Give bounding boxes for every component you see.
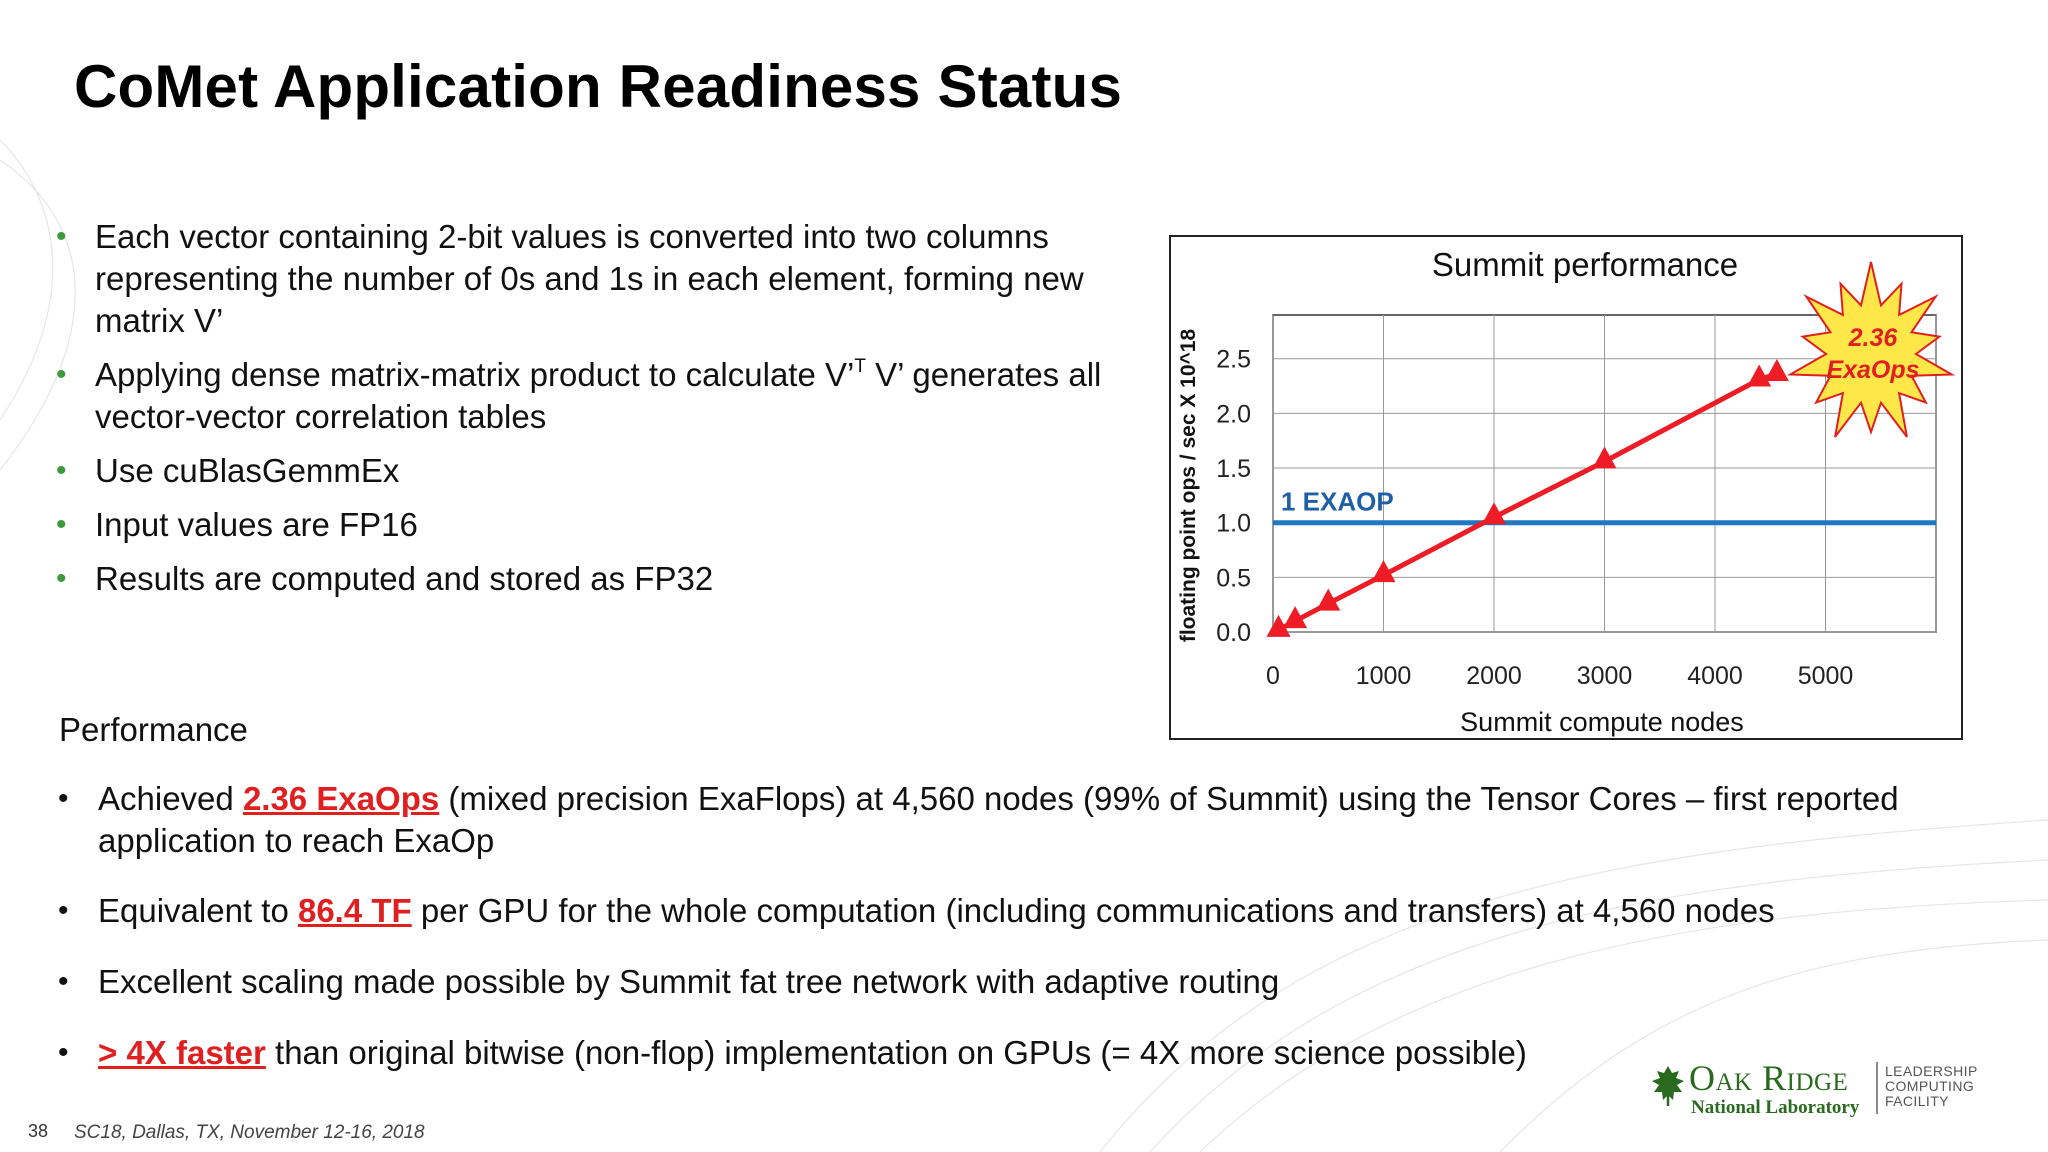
performance-heading: Performance: [59, 711, 248, 749]
oak-leaf-icon: [1649, 1064, 1687, 1108]
facility-text: LEADERSHIP COMPUTING FACILITY: [1885, 1064, 1978, 1109]
x-axis-label: Summit compute nodes: [1460, 707, 1744, 737]
bullet-item: • Equivalent to 86.4 TF per GPU for the …: [55, 890, 1935, 932]
slide-title: CoMet Application Readiness Status: [74, 52, 1122, 121]
logo-wordmark: Oak Ridge National Laboratory: [1689, 1058, 1859, 1118]
x-tick-label: 4000: [1687, 662, 1743, 690]
highlight-tf-per-gpu: 86.4 TF: [298, 892, 412, 929]
y-tick-label: 2.0: [1216, 400, 1251, 428]
footer-event: SC18, Dallas, TX, November 12-16, 2018: [74, 1122, 425, 1144]
bullet-text-pre: Applying dense matrix-matrix product to …: [95, 356, 854, 393]
bullet-text-post: than original bitwise (non-flop) impleme…: [266, 1034, 1527, 1071]
starburst-unit: ExaOps: [1826, 356, 1919, 384]
bullet-text: Excellent scaling made possible by Summi…: [98, 963, 1279, 1000]
chart-svg: 0 1000 2000 3000 4000 5000 0.0 0.5 1.0 1.5 2.0 2.5 S…: [1171, 237, 1961, 738]
facility-line: LEADERSHIP: [1885, 1064, 1978, 1079]
bullet-dot: •: [56, 558, 67, 600]
highlight-exaops: 2.36 ExaOps: [243, 780, 439, 817]
y-tick-label: 2.5: [1216, 346, 1251, 374]
y-tick-label: 1.0: [1216, 510, 1251, 538]
chart-title: Summit performance: [1432, 246, 1738, 283]
bullet-dot: •: [56, 354, 67, 396]
starburst-value: 2.36: [1848, 324, 1899, 352]
bullet-text: Each vector containing 2-bit values is c…: [95, 218, 1084, 339]
bullet-dot: •: [56, 216, 67, 258]
bullet-item: • Input values are FP16: [52, 504, 1142, 546]
bullet-dot: •: [56, 450, 67, 492]
bullet-item: • Use cuBlasGemmEx: [52, 450, 1142, 492]
x-tick-label: 1000: [1356, 662, 1412, 690]
x-tick-label: 0: [1266, 662, 1280, 690]
exaop-reference-label: 1 EXAOP: [1281, 487, 1394, 517]
facility-line: COMPUTING: [1885, 1079, 1978, 1094]
bullet-text-pre: Achieved: [98, 780, 243, 817]
bullet-text-post: per GPU for the whole computation (inclu…: [412, 892, 1775, 929]
x-tick-label: 5000: [1798, 662, 1854, 690]
y-axis-label: floating point ops / sec X 10^18: [1177, 329, 1200, 643]
x-tick-label: 2000: [1466, 662, 1522, 690]
bullet-item: • Results are computed and stored as FP3…: [52, 558, 1142, 600]
ornl-logo: Oak Ridge National Laboratory LEADERSHIP…: [1649, 1058, 1979, 1114]
bullet-dot: •: [58, 778, 69, 820]
bullet-dot: •: [56, 504, 67, 546]
bullet-text-pre: Equivalent to: [98, 892, 298, 929]
bullet-item: • Achieved 2.36 ExaOps (mixed precision …: [55, 778, 1935, 862]
facility-line: FACILITY: [1885, 1094, 1978, 1109]
slide-number: 38: [28, 1121, 48, 1142]
transpose-superscript: T: [854, 356, 866, 377]
bullet-text: Input values are FP16: [95, 506, 418, 543]
bullet-text: Results are computed and stored as FP32: [95, 560, 713, 597]
logo-divider: [1876, 1062, 1878, 1114]
bullet-dot: •: [58, 961, 69, 1003]
x-tick-label: 3000: [1577, 662, 1633, 690]
bullet-text: Use cuBlasGemmEx: [95, 452, 399, 489]
highlight-4x-faster: > 4X faster: [98, 1034, 266, 1071]
y-tick-label: 0.5: [1216, 564, 1251, 592]
y-tick-label: 0.0: [1216, 619, 1251, 647]
bullet-item: • Excellent scaling made possible by Sum…: [55, 961, 1935, 1003]
bullet-item: • Each vector containing 2-bit values is…: [52, 216, 1142, 342]
bullet-dot: •: [58, 890, 69, 932]
performance-bullet-list: • Achieved 2.36 ExaOps (mixed precision …: [55, 778, 1935, 1074]
summit-performance-chart: 0 1000 2000 3000 4000 5000 0.0 0.5 1.0 1.5 2.0 2.5 S…: [1169, 235, 1963, 740]
bullet-dot: •: [58, 1032, 69, 1074]
method-bullet-list: • Each vector containing 2-bit values is…: [52, 216, 1142, 612]
y-tick-label: 1.5: [1216, 455, 1251, 483]
bullet-item: • Applying dense matrix-matrix product t…: [52, 354, 1142, 438]
logo-subtitle: National Laboratory: [1691, 1098, 1859, 1118]
logo-name: Oak Ridge: [1689, 1058, 1859, 1098]
